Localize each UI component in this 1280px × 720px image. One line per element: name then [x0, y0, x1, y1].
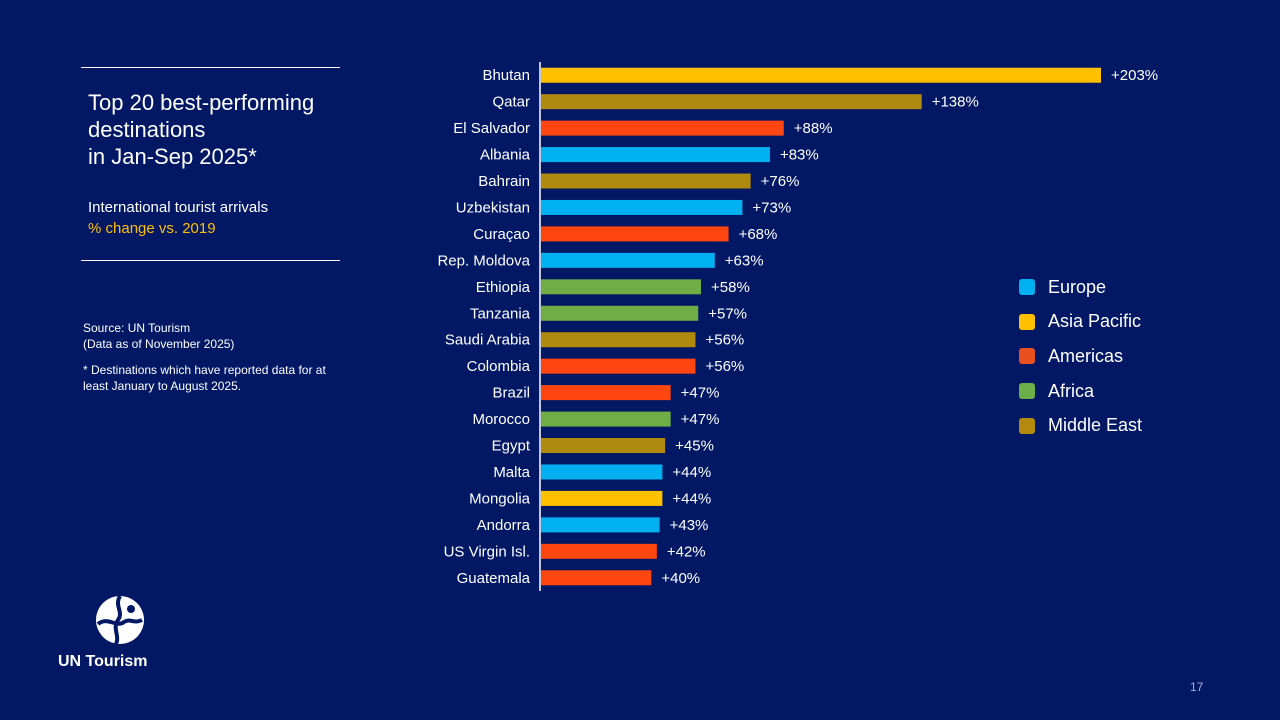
value-label: +57% — [708, 305, 747, 322]
title-line-2: destinations — [88, 117, 206, 142]
legend-label: Americas — [1048, 345, 1124, 366]
value-label: +44% — [672, 464, 711, 481]
category-label: Uzbekistan — [456, 199, 530, 216]
legend-item: Americas — [1019, 339, 1142, 374]
footnote: * Destinations which have reported data … — [83, 363, 326, 393]
category-label: Tanzania — [470, 305, 531, 322]
category-label: Rep. Moldova — [437, 252, 530, 269]
category-label: Saudi Arabia — [445, 332, 531, 349]
category-label: Brazil — [492, 385, 530, 402]
category-label: Mongolia — [469, 490, 531, 507]
value-label: +43% — [670, 517, 709, 534]
category-label: Andorra — [477, 517, 531, 534]
legend-label: Africa — [1048, 380, 1095, 401]
category-label: Curaçao — [473, 226, 530, 243]
bar — [541, 332, 696, 348]
logo-wordmark: UN Tourism — [58, 653, 148, 670]
category-label: Bhutan — [482, 67, 530, 84]
title-line-3: in Jan-Sep 2025* — [88, 144, 257, 169]
subtitle-metric: International tourist arrivals — [88, 199, 269, 216]
value-label: +56% — [705, 332, 744, 349]
legend-swatch — [1019, 417, 1035, 434]
legend-item: Africa — [1019, 374, 1142, 409]
bar — [541, 147, 770, 163]
legend-swatch — [1019, 279, 1035, 296]
value-label: +76% — [761, 173, 800, 190]
source-date: (Data as of November 2025) — [83, 337, 235, 351]
category-label: Colombia — [467, 358, 531, 375]
category-label: Ethiopia — [476, 279, 531, 296]
bar — [541, 67, 1101, 83]
value-label: +58% — [711, 279, 750, 296]
bar — [541, 385, 671, 401]
header-top-rule — [81, 67, 340, 68]
value-label: +203% — [1111, 67, 1158, 84]
page-number: 17 — [1190, 680, 1204, 694]
value-label: +42% — [667, 543, 706, 560]
legend-swatch — [1019, 313, 1035, 330]
category-label: US Virgin Isl. — [444, 543, 530, 560]
category-label: El Salvador — [453, 120, 530, 137]
value-label: +138% — [932, 94, 979, 111]
bar — [541, 94, 922, 110]
value-label: +88% — [794, 120, 833, 137]
category-label: Morocco — [472, 411, 530, 428]
legend-item: Europe — [1019, 270, 1142, 305]
value-label: +47% — [681, 385, 720, 402]
subtitle-comparison: % change vs. 2019 — [88, 220, 216, 237]
bar — [541, 358, 696, 374]
value-label: +47% — [681, 411, 720, 428]
bar — [541, 226, 729, 242]
value-label: +45% — [675, 438, 714, 455]
legend-swatch — [1019, 383, 1035, 400]
legend-label: Middle East — [1048, 415, 1143, 436]
legend-item: Middle East — [1019, 408, 1142, 443]
source-note: Source: UN Tourism (Data as of November … — [83, 320, 353, 394]
legend-label: Asia Pacific — [1048, 311, 1142, 332]
category-label: Qatar — [492, 94, 530, 111]
legend-label: Europe — [1048, 276, 1107, 297]
value-label: +83% — [780, 147, 819, 164]
bar — [541, 173, 751, 189]
value-label: +44% — [672, 490, 711, 507]
bar — [541, 279, 701, 295]
un-tourism-globe-icon — [96, 594, 144, 645]
value-label: +63% — [725, 252, 764, 269]
bar — [541, 517, 660, 533]
bar — [541, 464, 663, 480]
chart-subtitle: International tourist arrivals % change … — [88, 197, 268, 239]
bar — [541, 438, 666, 454]
bar — [541, 543, 657, 559]
category-label: Guatemala — [457, 570, 531, 587]
bar — [541, 570, 652, 586]
category-label: Malta — [493, 464, 530, 481]
category-label: Albania — [480, 147, 531, 164]
source-line: Source: UN Tourism — [83, 321, 191, 335]
value-label: +56% — [705, 358, 744, 375]
value-label: +68% — [739, 226, 778, 243]
value-label: +73% — [752, 199, 791, 216]
category-label: Egypt — [492, 438, 531, 455]
bar — [541, 305, 699, 321]
chart-legend: Europe Asia Pacific Americas Africa Middle E… — [1019, 270, 1142, 443]
header-bottom-rule — [81, 260, 340, 261]
bar — [541, 411, 671, 427]
chart-title: Top 20 best-performing destinations in J… — [88, 89, 348, 170]
bar — [541, 490, 663, 506]
title-line-1: Top 20 best-performing — [88, 90, 315, 115]
legend-swatch — [1019, 348, 1035, 365]
bar — [541, 120, 784, 136]
legend-item: Asia Pacific — [1019, 305, 1142, 340]
category-label: Bahrain — [478, 173, 530, 190]
value-label: +40% — [661, 570, 700, 587]
bar — [541, 252, 715, 268]
bar — [541, 199, 743, 215]
